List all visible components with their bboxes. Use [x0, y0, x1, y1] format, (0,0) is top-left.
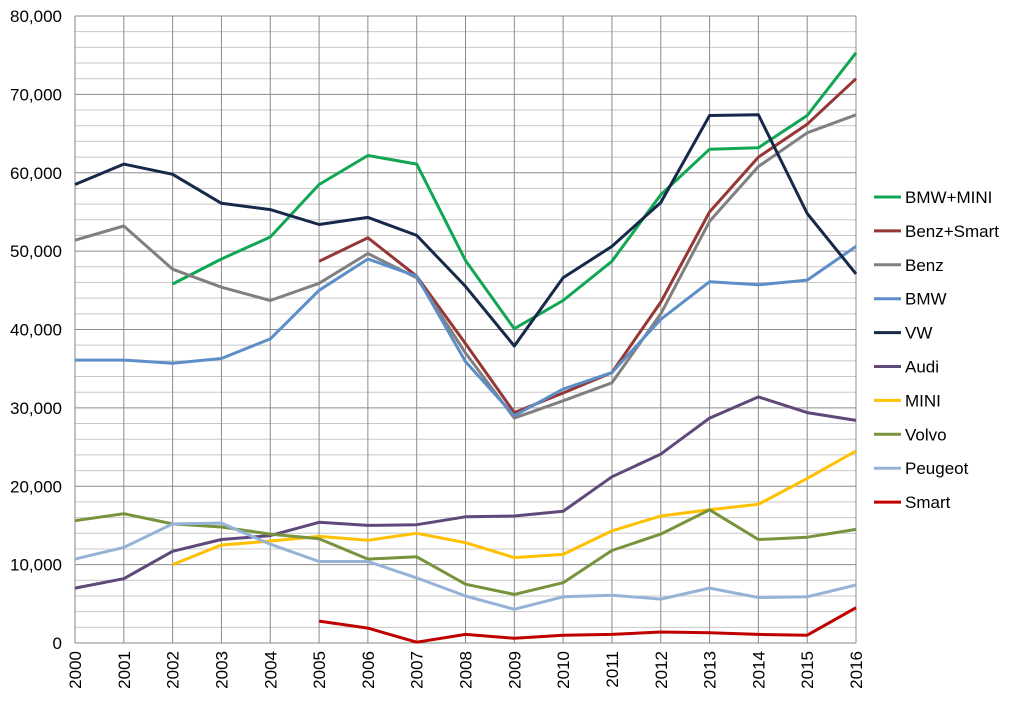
series-line-mini — [172, 449, 857, 566]
axes — [74, 16, 856, 644]
legend-label-audi: Audi — [905, 358, 939, 377]
series-line-vw — [74, 113, 858, 348]
x-tick-label: 2011 — [603, 651, 622, 688]
series-line-benz — [74, 113, 857, 420]
y-tick-label: 50,000 — [10, 242, 62, 261]
legend-label-bmw-mini: BMW+MINI — [905, 188, 992, 207]
grid-lines — [74, 15, 857, 644]
legend-label-smart: Smart — [905, 493, 951, 512]
series-line-benz-smart — [318, 77, 858, 415]
legend-label-volvo: Volvo — [905, 425, 947, 444]
series-line-volvo — [74, 508, 857, 596]
x-tick-label: 2000 — [66, 651, 85, 689]
y-tick-label: 40,000 — [10, 321, 62, 340]
y-tick-label: 20,000 — [10, 477, 62, 496]
x-tick-label: 2016 — [847, 651, 866, 689]
x-tick-label: 2006 — [359, 651, 378, 689]
legend-label-benz-smart: Benz+Smart — [905, 222, 999, 241]
x-tick-label: 2010 — [554, 651, 573, 689]
y-tick-label: 70,000 — [10, 85, 62, 104]
legend-label-vw: VW — [905, 324, 932, 343]
x-tick-label: 2014 — [749, 651, 768, 689]
y-tick-label: 0 — [53, 634, 62, 653]
series-lines — [74, 51, 858, 644]
x-tick-label: 2015 — [798, 651, 817, 689]
x-tick-label: 2004 — [261, 651, 280, 689]
x-tick-label: 2001 — [115, 651, 134, 689]
x-tick-label: 2013 — [701, 651, 720, 689]
x-tick-label: 2008 — [457, 651, 476, 689]
legend-label-peugeot: Peugeot — [905, 459, 969, 478]
x-tick-label: 2009 — [505, 651, 524, 689]
x-tick-label: 2002 — [164, 651, 183, 689]
series-line-audi — [74, 395, 857, 590]
y-tick-label: 80,000 — [10, 7, 62, 26]
series-line-bmw-mini — [171, 51, 858, 331]
series-line-peugeot — [74, 521, 857, 611]
legend-label-benz: Benz — [905, 256, 944, 275]
y-tick-label: 30,000 — [10, 399, 62, 418]
y-axis-tick-labels: 0 10,000 20,000 30,000 40,000 50,000 60,000 70,… — [10, 7, 62, 653]
legend-label-bmw: BMW — [905, 290, 947, 309]
x-tick-label: 2007 — [408, 651, 427, 689]
x-tick-label: 2012 — [652, 651, 671, 689]
series-line-smart — [318, 606, 857, 644]
legend: BMW+MINI Benz+Smart Benz BMW VW Audi MINI Volvo… — [874, 188, 999, 512]
series-line-bmw — [75, 245, 857, 418]
x-tick-label: 2005 — [310, 651, 329, 689]
y-tick-label: 10,000 — [10, 556, 62, 575]
legend-label-mini: MINI — [905, 391, 941, 410]
y-tick-label: 60,000 — [10, 164, 62, 183]
x-tick-label: 2003 — [212, 651, 231, 689]
x-axis-tick-labels: 2000 2001 2002 2003 2004 2005 2006 2007 2008 2009… — [66, 651, 866, 689]
